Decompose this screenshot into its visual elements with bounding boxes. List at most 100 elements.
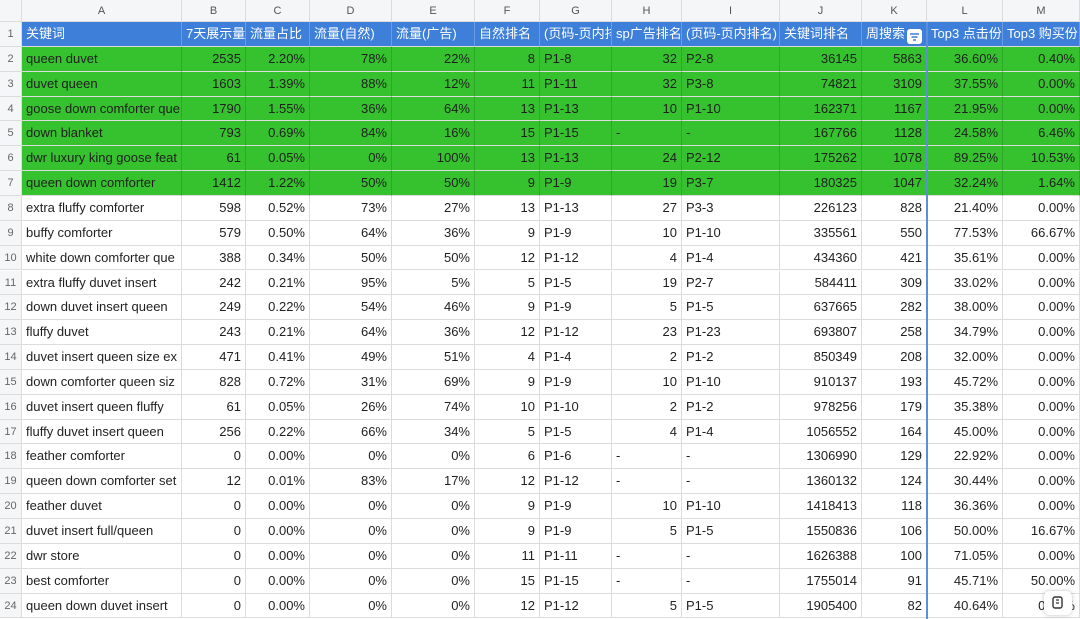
cell[interactable]: dwr luxury king goose feat (22, 146, 182, 172)
cell[interactable]: 0% (310, 568, 392, 594)
cell[interactable]: 242 (182, 270, 246, 296)
cell[interactable]: 36% (392, 320, 475, 346)
cell[interactable]: 1603 (182, 71, 246, 97)
cell[interactable]: 256 (182, 419, 246, 445)
cell[interactable]: 50% (310, 245, 392, 271)
cell[interactable]: 33.02% (927, 270, 1003, 296)
cell[interactable]: 74% (392, 394, 475, 420)
cell[interactable]: 64% (310, 320, 392, 346)
cell[interactable]: P3-8 (682, 71, 780, 97)
cell[interactable]: 0.22% (246, 419, 310, 445)
cell[interactable]: 64% (392, 96, 475, 122)
cell[interactable]: 12 (475, 593, 540, 619)
cell[interactable]: 0.01% (246, 469, 310, 495)
cell[interactable]: feather duvet (22, 494, 182, 519)
cell[interactable]: 78% (310, 46, 392, 72)
cell[interactable]: P1-12 (540, 469, 612, 495)
cell[interactable]: 124 (862, 469, 927, 495)
cell[interactable]: P2-8 (682, 46, 780, 72)
cell[interactable]: 12 (475, 320, 540, 346)
cell[interactable]: 49% (310, 345, 392, 370)
cell[interactable]: 118 (862, 494, 927, 519)
cell[interactable]: 10 (612, 369, 682, 395)
cell[interactable]: 12 (475, 469, 540, 495)
cell[interactable]: 0.00% (1003, 469, 1080, 495)
cell[interactable]: 258 (862, 320, 927, 346)
cell[interactable]: feather comforter (22, 444, 182, 470)
cell[interactable]: P1-8 (540, 46, 612, 72)
cell[interactable]: P1-11 (540, 71, 612, 97)
cell[interactable]: queen down comforter set (22, 469, 182, 495)
cell[interactable]: 0.40% (1003, 46, 1080, 72)
cell[interactable]: 74821 (780, 71, 862, 97)
cell[interactable]: 38.00% (927, 295, 1003, 321)
cell[interactable]: 95% (310, 270, 392, 296)
cell[interactable]: 50.00% (1003, 568, 1080, 594)
cell[interactable]: 0% (310, 494, 392, 519)
cell[interactable]: 16.67% (1003, 519, 1080, 544)
cell[interactable]: P1-9 (540, 369, 612, 395)
cell[interactable]: 27% (392, 195, 475, 221)
cell[interactable]: 6 (475, 444, 540, 470)
cell[interactable]: 4 (612, 419, 682, 445)
cell[interactable]: extra fluffy duvet insert (22, 270, 182, 296)
cell[interactable]: 208 (862, 345, 927, 370)
cell[interactable]: 11 (475, 543, 540, 569)
cell[interactable]: 0.05% (246, 394, 310, 420)
cell[interactable]: 2 (612, 394, 682, 420)
cell[interactable]: 31% (310, 369, 392, 395)
cell[interactable]: 243 (182, 320, 246, 346)
cell[interactable]: 5 (475, 270, 540, 296)
cell[interactable]: 0.00% (1003, 270, 1080, 296)
cell[interactable]: P1-10 (682, 494, 780, 519)
cell[interactable]: 40.64% (927, 593, 1003, 619)
cell[interactable]: 2 (612, 345, 682, 370)
cell[interactable]: - (682, 543, 780, 569)
cell[interactable]: 1360132 (780, 469, 862, 495)
cell[interactable]: 0% (392, 494, 475, 519)
cell[interactable]: 66% (310, 419, 392, 445)
cell[interactable]: 282 (862, 295, 927, 321)
cell[interactable]: queen down comforter (22, 171, 182, 196)
cell[interactable]: 22.92% (927, 444, 1003, 470)
cell[interactable]: 0.00% (1003, 96, 1080, 122)
cell[interactable]: fluffy duvet insert queen (22, 419, 182, 445)
cell[interactable]: 69% (392, 369, 475, 395)
cell[interactable]: 77.53% (927, 220, 1003, 246)
cell[interactable]: P1-10 (682, 96, 780, 122)
cell[interactable]: 0.21% (246, 320, 310, 346)
cell[interactable]: P1-12 (540, 593, 612, 619)
cell[interactable]: 0.50% (246, 220, 310, 246)
cell[interactable]: P1-5 (540, 419, 612, 445)
cell[interactable]: 9 (475, 220, 540, 246)
cell[interactable]: 5 (612, 519, 682, 544)
cell[interactable]: 10 (612, 494, 682, 519)
cell[interactable]: 167766 (780, 121, 862, 147)
filter-icon[interactable] (907, 29, 922, 44)
cell[interactable]: 88% (310, 71, 392, 97)
cell[interactable]: 5 (475, 419, 540, 445)
cell[interactable]: 1128 (862, 121, 927, 147)
cell[interactable]: duvet queen (22, 71, 182, 97)
cell[interactable]: 83% (310, 469, 392, 495)
cell[interactable]: 34.79% (927, 320, 1003, 346)
cell[interactable]: 0 (182, 519, 246, 544)
cell[interactable]: 598 (182, 195, 246, 221)
cell[interactable]: 828 (862, 195, 927, 221)
cell[interactable]: 32 (612, 71, 682, 97)
cell[interactable]: 10 (612, 96, 682, 122)
cell[interactable]: 100% (392, 146, 475, 172)
cell[interactable]: 13 (475, 96, 540, 122)
cell[interactable]: 45.71% (927, 568, 1003, 594)
cell[interactable]: 13 (475, 146, 540, 172)
cell[interactable]: 1078 (862, 146, 927, 172)
cell[interactable]: 91 (862, 568, 927, 594)
cell[interactable]: 850349 (780, 345, 862, 370)
cell[interactable]: 309 (862, 270, 927, 296)
cell[interactable]: 1626388 (780, 543, 862, 569)
cell[interactable]: 32.24% (927, 171, 1003, 196)
cell[interactable]: P1-13 (540, 96, 612, 122)
cell[interactable]: 16% (392, 121, 475, 147)
cell[interactable]: 0% (392, 519, 475, 544)
cell[interactable]: 0.00% (246, 568, 310, 594)
